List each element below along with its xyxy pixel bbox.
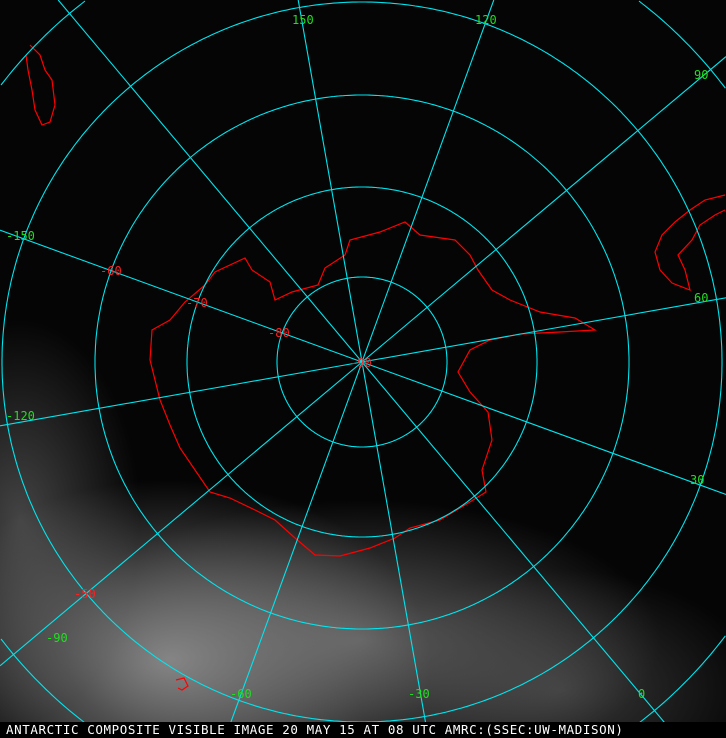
meridian-line	[0, 361, 363, 667]
meridian-line	[224, 361, 363, 738]
longitude-label: -60	[230, 687, 252, 701]
new-zealand-coastline	[25, 44, 56, 126]
latitude-circle	[186, 186, 538, 538]
latitude-label: -90	[350, 356, 372, 370]
longitude-label: 0	[638, 687, 645, 701]
latitude-circle	[94, 94, 630, 630]
longitude-label: -150	[6, 229, 35, 243]
latitude-label: -70	[186, 296, 208, 310]
meridian-line	[361, 0, 495, 363]
south-america-coastline	[654, 194, 726, 291]
meridian-line	[297, 0, 363, 363]
meridian-line	[361, 297, 726, 363]
longitude-label: 90	[694, 68, 708, 82]
meridian-line	[57, 0, 363, 363]
island-coastline	[175, 677, 189, 691]
longitude-label: 60	[694, 291, 708, 305]
meridian-line	[361, 361, 726, 496]
longitude-label: 150	[292, 13, 314, 27]
latitude-circle	[1, 1, 723, 723]
latitude-label: -50	[74, 587, 96, 601]
meridian-line	[0, 361, 363, 427]
meridian-line	[361, 56, 726, 363]
longitude-label: -90	[46, 631, 68, 645]
latitude-circle	[276, 276, 448, 448]
longitude-label: 30	[690, 473, 704, 487]
longitude-label: -30	[408, 687, 430, 701]
longitude-label: -120	[6, 409, 35, 423]
meridian-line	[361, 361, 429, 738]
antarctica-coastline	[149, 221, 597, 557]
latitude-label: -80	[268, 326, 290, 340]
meridian-line	[361, 361, 678, 738]
meridian-line	[0, 229, 363, 363]
latitude-label: -60	[100, 264, 122, 278]
image-caption: ANTARCTIC COMPOSITE VISIBLE IMAGE 20 MAY…	[0, 722, 726, 738]
longitude-label: 120	[475, 13, 497, 27]
